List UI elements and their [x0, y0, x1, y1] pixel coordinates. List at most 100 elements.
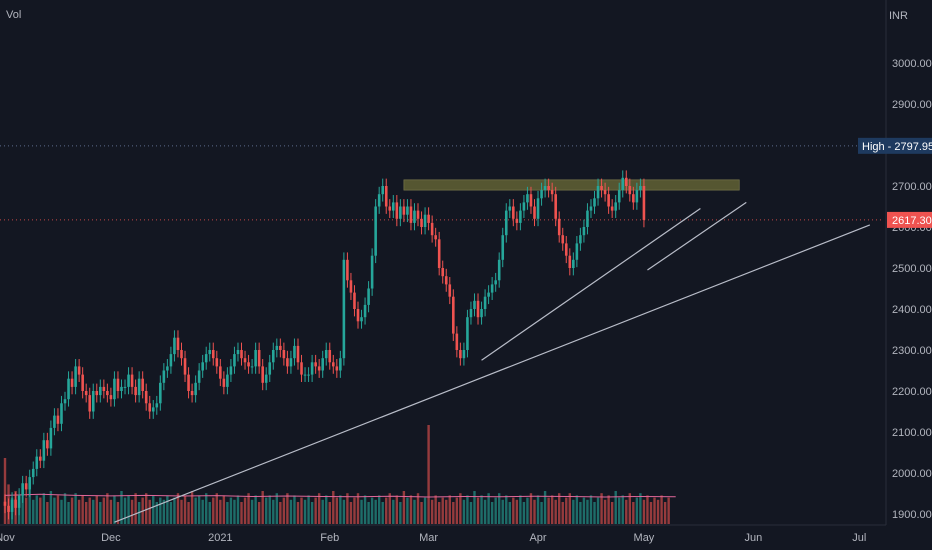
candle-body: [257, 350, 261, 367]
volume-bar: [593, 502, 596, 524]
volume-bar: [395, 495, 399, 524]
candle-body: [21, 483, 24, 496]
candle-body: [159, 382, 162, 404]
volume-bar: [423, 497, 427, 524]
volume-bar: [667, 497, 670, 524]
volume-bar: [166, 495, 169, 524]
volume-bar: [377, 495, 381, 524]
currency-label: INR: [889, 10, 908, 22]
candle-body: [63, 399, 67, 404]
volume-bar: [257, 502, 261, 524]
candle-body: [300, 362, 303, 375]
candle-body: [561, 235, 565, 244]
volume-bar: [656, 499, 660, 524]
candle-body: [547, 186, 550, 191]
volume-bar: [282, 497, 286, 524]
volume-bar: [286, 493, 289, 524]
candle-body: [384, 186, 388, 207]
candle-body: [109, 395, 113, 400]
candle-body: [607, 194, 610, 207]
volume-bar: [614, 491, 617, 524]
volume-bar: [215, 493, 218, 524]
volume-bar: [159, 497, 162, 524]
volume-bar: [649, 502, 653, 524]
trendline: [114, 224, 871, 523]
volume-bar: [261, 491, 264, 524]
candle-body: [392, 202, 395, 211]
candle-body: [106, 391, 109, 396]
volume-bar: [639, 493, 642, 524]
volume-bar: [127, 495, 130, 524]
time-tick-label: Dec: [101, 532, 121, 544]
volume-bar: [32, 499, 35, 524]
candle-body: [441, 268, 445, 277]
volume-bar: [353, 497, 356, 524]
volume-bar: [660, 495, 663, 524]
volume-bar: [279, 502, 282, 524]
volume-bar: [95, 495, 98, 524]
volume-bar: [268, 495, 271, 524]
volume-bar: [205, 493, 208, 524]
candle-body: [550, 190, 554, 195]
candle-body: [324, 350, 328, 359]
volume-bar: [370, 497, 374, 524]
volume-bar: [618, 497, 621, 524]
candle-body: [420, 218, 423, 227]
candle-body: [226, 374, 229, 387]
volume-bar: [392, 499, 395, 524]
candle-body: [254, 350, 257, 367]
volume-bar: [565, 497, 568, 524]
candle-body: [46, 440, 49, 449]
candle-body: [554, 194, 557, 219]
candle-body: [437, 239, 441, 268]
candle-body: [455, 333, 459, 350]
volume-bar: [275, 493, 279, 524]
volume-bar: [586, 499, 589, 524]
volume-bar: [42, 493, 46, 524]
volume-bar: [49, 491, 53, 524]
candle-body: [67, 378, 70, 400]
candle-body: [56, 415, 60, 424]
volume-bar: [554, 499, 557, 524]
volume-bar: [501, 499, 504, 524]
candle-body: [586, 210, 589, 227]
high-price-badge-text: High - 2797.95: [862, 141, 932, 153]
volume-bar: [409, 495, 413, 524]
candle-body: [480, 309, 483, 318]
volume-bar: [293, 495, 296, 524]
candle-body: [628, 186, 632, 195]
volume-bar: [455, 497, 459, 524]
trendline: [647, 201, 747, 271]
candle-body: [28, 477, 32, 490]
volume-bar: [579, 502, 582, 524]
candle-body: [289, 358, 293, 367]
candle-body: [416, 210, 420, 219]
candle-body: [582, 227, 586, 236]
volume-bar: [466, 495, 469, 524]
candle-body: [39, 456, 42, 461]
candle-body: [264, 374, 268, 383]
volume-bar: [582, 497, 586, 524]
candle-body: [243, 358, 247, 363]
volume-bar: [529, 493, 533, 524]
candle-body: [621, 177, 625, 191]
volume-bar: [300, 497, 303, 524]
volume-bar: [67, 502, 70, 524]
price-tick-label: 2900.00: [892, 99, 932, 111]
volume-bar: [116, 502, 120, 524]
candle-body: [116, 378, 120, 391]
volume-bar: [222, 495, 226, 524]
candle-body: [529, 194, 533, 207]
candle-body: [342, 259, 346, 359]
candle-body: [24, 483, 28, 490]
volume-bar: [388, 493, 391, 524]
candle-body: [240, 350, 243, 359]
candle-body: [395, 202, 399, 219]
volume-bar: [70, 497, 74, 524]
volume-bar: [367, 502, 370, 524]
volume-bar: [99, 502, 102, 524]
volume-bar: [628, 493, 632, 524]
candle-body: [293, 345, 296, 359]
